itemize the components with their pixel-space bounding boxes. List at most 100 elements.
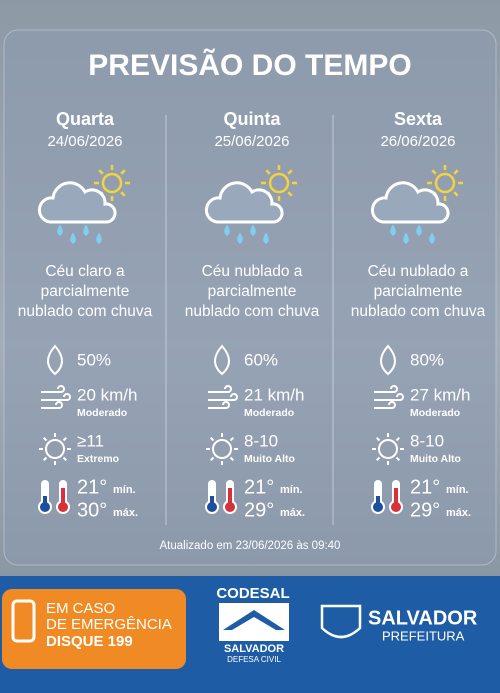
codesal-city: SALVADOR bbox=[224, 643, 284, 655]
sun-ray bbox=[287, 169, 293, 175]
panel bbox=[3, 29, 497, 566]
uv-ray bbox=[395, 456, 401, 462]
rain-drop bbox=[263, 232, 269, 244]
uv-ray bbox=[42, 436, 48, 442]
rain-drop bbox=[403, 232, 409, 244]
wind-icon bbox=[374, 385, 398, 393]
day-date: 25/06/2026 bbox=[214, 133, 289, 150]
description-line: Céu nublado a bbox=[368, 263, 469, 280]
emergency-line: DE EMERGÊNCIA bbox=[46, 616, 172, 633]
title: PREVISÃO DO TEMPO bbox=[88, 48, 411, 82]
emergency-box bbox=[2, 589, 186, 669]
temp-max: 29° bbox=[410, 499, 440, 521]
updated: Atualizado em 23/06/2026 às 09:40 bbox=[160, 540, 341, 552]
sun-ray bbox=[287, 191, 293, 197]
uv-icon bbox=[212, 439, 232, 459]
humidity-icon bbox=[214, 344, 230, 376]
temp-max-label: máx. bbox=[113, 507, 138, 519]
wind-icon bbox=[374, 401, 396, 409]
rain-drop bbox=[96, 232, 102, 244]
uv-value: ≥11 bbox=[77, 431, 104, 450]
sun-ray bbox=[98, 169, 104, 175]
uv-ray bbox=[209, 436, 215, 442]
prefeitura-subtitle: PREFEITURA bbox=[382, 628, 465, 643]
description-line: parcialmente bbox=[374, 283, 463, 300]
day-date: 24/06/2026 bbox=[47, 133, 122, 150]
day-date: 26/06/2026 bbox=[380, 133, 455, 150]
wind-level: Moderado bbox=[77, 407, 127, 419]
sun-icon bbox=[101, 172, 123, 194]
sun-ray bbox=[453, 191, 459, 197]
humidity-value: 80% bbox=[410, 350, 444, 369]
wind-value: 21 km/h bbox=[244, 385, 304, 404]
emergency-line: EM CASO bbox=[46, 600, 115, 617]
sun-ray bbox=[120, 191, 126, 197]
thermometer-level bbox=[394, 488, 398, 507]
rain-drop bbox=[57, 224, 63, 236]
uv-value: 8-10 bbox=[410, 431, 444, 450]
uv-ray bbox=[229, 456, 235, 462]
uv-ray bbox=[62, 436, 68, 442]
wind-icon bbox=[41, 401, 63, 409]
uv-ray bbox=[229, 436, 235, 442]
temp-min: 21° bbox=[77, 476, 107, 498]
wind-icon bbox=[41, 385, 65, 393]
temp-min-label: mín. bbox=[446, 484, 469, 496]
rain-drop bbox=[83, 224, 89, 236]
temp-min: 21° bbox=[244, 476, 274, 498]
temp-min-label: mín. bbox=[113, 484, 136, 496]
cloud-icon bbox=[37, 181, 117, 224]
rain-drop bbox=[237, 232, 243, 244]
day-name: Quarta bbox=[56, 109, 115, 129]
temp-min-label: mín. bbox=[280, 484, 303, 496]
wind-value: 20 km/h bbox=[77, 385, 137, 404]
codesal-subtitle: DEFESA CIVIL bbox=[227, 655, 281, 664]
cloud-icon bbox=[204, 181, 284, 224]
cloud-icon bbox=[370, 181, 450, 224]
day-name: Quinta bbox=[224, 109, 282, 129]
uv-value: 8-10 bbox=[244, 431, 278, 450]
wind-level: Moderado bbox=[244, 407, 294, 419]
temp-max-label: máx. bbox=[280, 507, 305, 519]
temp-max: 30° bbox=[77, 499, 107, 521]
uv-ray bbox=[375, 436, 381, 442]
sun-ray bbox=[431, 169, 437, 175]
uv-ray bbox=[375, 456, 381, 462]
wind-icon bbox=[208, 385, 232, 393]
description-line: Céu claro a bbox=[45, 263, 125, 280]
uv-level: Muito Alto bbox=[244, 453, 295, 465]
prefeitura-name: SALVADOR bbox=[368, 607, 478, 629]
emergency-line: DISQUE 199 bbox=[46, 633, 133, 650]
uv-level: Muito Alto bbox=[410, 453, 461, 465]
thermometer-level bbox=[210, 496, 214, 507]
uv-ray bbox=[62, 456, 68, 462]
humidity-icon bbox=[47, 344, 63, 376]
sun-icon bbox=[434, 172, 456, 194]
thermometer-level bbox=[228, 488, 232, 507]
thermometer-level bbox=[43, 496, 47, 507]
description-line: parcialmente bbox=[41, 283, 130, 300]
temp-max-label: máx. bbox=[446, 507, 471, 519]
uv-icon bbox=[45, 439, 65, 459]
wind-value: 27 km/h bbox=[410, 385, 470, 404]
rain-drop bbox=[429, 232, 435, 244]
prefeitura-crest bbox=[320, 604, 362, 639]
temp-max: 29° bbox=[244, 499, 274, 521]
uv-level: Extremo bbox=[77, 453, 119, 465]
codesal-logo-mark bbox=[223, 610, 285, 630]
wind-icon bbox=[208, 401, 230, 409]
phone-icon bbox=[11, 599, 36, 643]
description-line: parcialmente bbox=[208, 283, 297, 300]
day-name: Sexta bbox=[394, 109, 443, 129]
wind-level: Moderado bbox=[410, 407, 460, 419]
description-line: Céu nublado a bbox=[202, 263, 303, 280]
sun-ray bbox=[265, 169, 271, 175]
uv-ray bbox=[42, 456, 48, 462]
rain-drop bbox=[416, 224, 422, 236]
temp-min: 21° bbox=[410, 476, 440, 498]
wind-icon bbox=[208, 393, 238, 401]
rain-drop bbox=[70, 232, 76, 244]
sun-ray bbox=[453, 169, 459, 175]
description-line: nublado com chuva bbox=[351, 303, 486, 320]
